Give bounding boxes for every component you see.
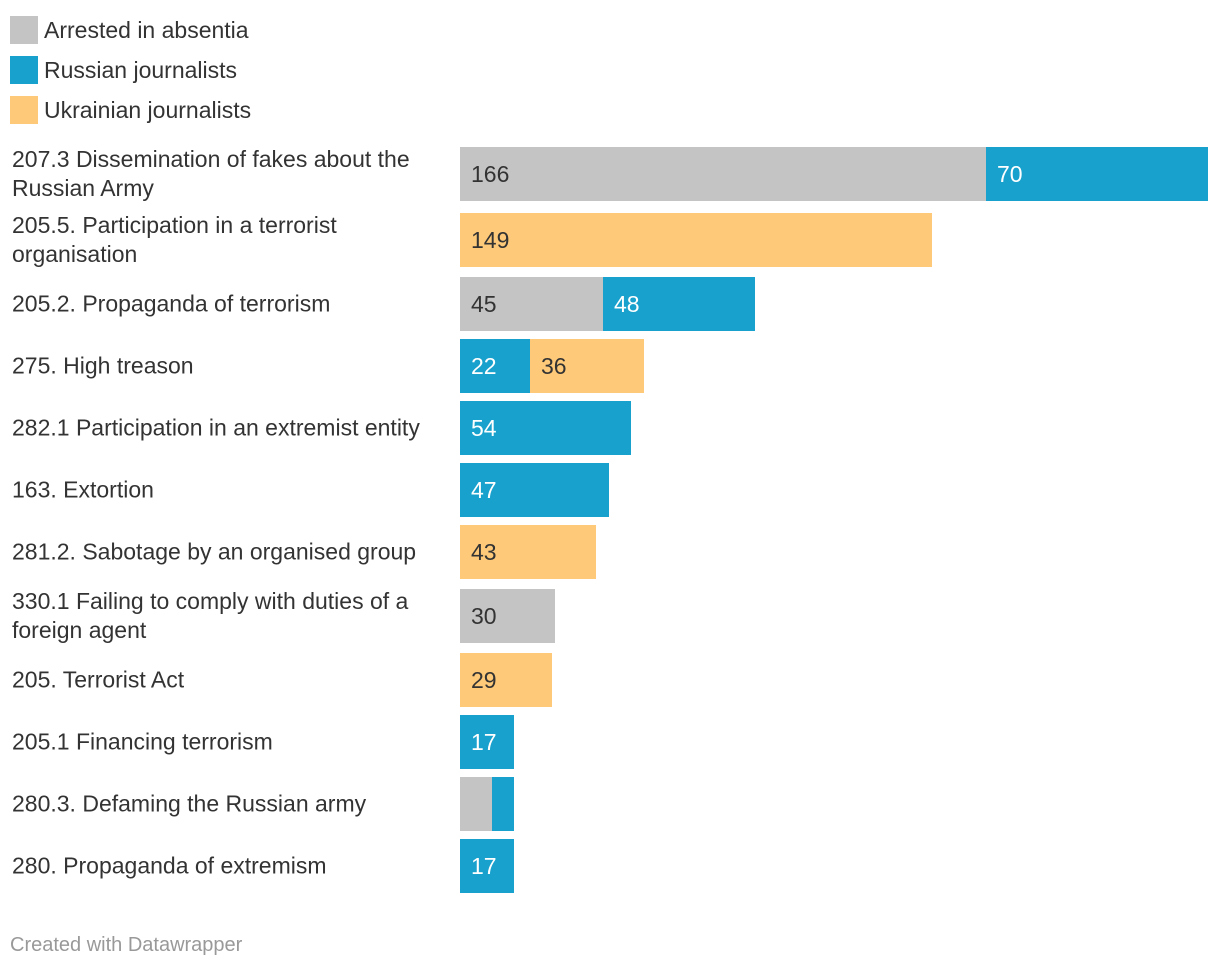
bar-segment-russian: 17 bbox=[460, 715, 514, 769]
bar-segment-russian: 48 bbox=[603, 277, 755, 331]
bar-value-label: 48 bbox=[614, 290, 640, 317]
category-label: 205. Terrorist Act bbox=[12, 666, 185, 693]
bar-segment-absentia bbox=[460, 777, 492, 831]
legend-swatch-ukrainian bbox=[10, 96, 38, 124]
bar-value-label: 43 bbox=[471, 538, 497, 565]
bar-value-label: 45 bbox=[471, 290, 497, 317]
category-label: 205.1 Financing terrorism bbox=[12, 728, 273, 755]
bar-segment-russian: 47 bbox=[460, 463, 609, 517]
category-label: 207.3 Dissemination of fakes about the R… bbox=[12, 146, 410, 201]
bar-segment-ukrainian: 149 bbox=[460, 213, 932, 267]
legend-label-ukrainian: Ukrainian journalists bbox=[44, 96, 252, 123]
category-label: 205.2. Propaganda of terrorism bbox=[12, 290, 331, 317]
legend-swatch-russian bbox=[10, 56, 38, 84]
category-label: 205.5. Participation in a terrorist orga… bbox=[12, 212, 337, 267]
bar-segment-absentia: 166 bbox=[460, 147, 986, 201]
legend-item-absentia: Arrested in absentia bbox=[10, 10, 251, 50]
category-label: 281.2. Sabotage by an organised group bbox=[12, 538, 417, 565]
legend-label-absentia: Arrested in absentia bbox=[44, 16, 249, 43]
bar-value-label: 36 bbox=[541, 352, 567, 379]
legend-label-russian: Russian journalists bbox=[44, 56, 238, 83]
bar-segment-russian: 22 bbox=[460, 339, 530, 393]
bar-value-label: 47 bbox=[471, 476, 497, 503]
bar-segment-russian: 17 bbox=[460, 839, 514, 893]
bar-value-label: 166 bbox=[471, 160, 510, 187]
category-label: 330.1 Failing to comply with duties of a… bbox=[12, 588, 409, 643]
bar-value-label: 17 bbox=[471, 728, 497, 755]
credit-text: Created with Datawrapper bbox=[10, 934, 243, 956]
category-label: 280. Propaganda of extremism bbox=[12, 852, 327, 879]
legend: Arrested in absentia Russian journalists… bbox=[10, 10, 251, 130]
legend-item-ukrainian: Ukrainian journalists bbox=[10, 90, 251, 130]
bar-segment-absentia: 30 bbox=[460, 589, 555, 643]
bar-segment-ukrainian: 43 bbox=[460, 525, 596, 579]
bar-segment-ukrainian: 29 bbox=[460, 653, 552, 707]
legend-item-russian: Russian journalists bbox=[10, 50, 251, 90]
bar-value-label: 17 bbox=[471, 852, 497, 879]
bar-segment-russian: 70 bbox=[986, 147, 1208, 201]
bar-segment-russian bbox=[492, 777, 514, 831]
bar-value-label: 54 bbox=[471, 414, 497, 441]
category-label: 163. Extortion bbox=[12, 476, 154, 503]
bar-value-label: 70 bbox=[997, 160, 1023, 187]
category-label: 280.3. Defaming the Russian army bbox=[12, 790, 367, 817]
bar-value-label: 149 bbox=[471, 226, 510, 253]
category-label: 275. High treason bbox=[12, 352, 194, 379]
bar-value-label: 29 bbox=[471, 666, 497, 693]
bar-segment-ukrainian: 36 bbox=[530, 339, 644, 393]
bar-segment-russian: 54 bbox=[460, 401, 631, 455]
bar-value-label: 30 bbox=[471, 602, 497, 629]
bar-segment-absentia: 45 bbox=[460, 277, 603, 331]
legend-swatch-absentia bbox=[10, 16, 38, 44]
category-label: 282.1 Participation in an extremist enti… bbox=[12, 414, 420, 441]
bar-value-label: 22 bbox=[471, 352, 497, 379]
